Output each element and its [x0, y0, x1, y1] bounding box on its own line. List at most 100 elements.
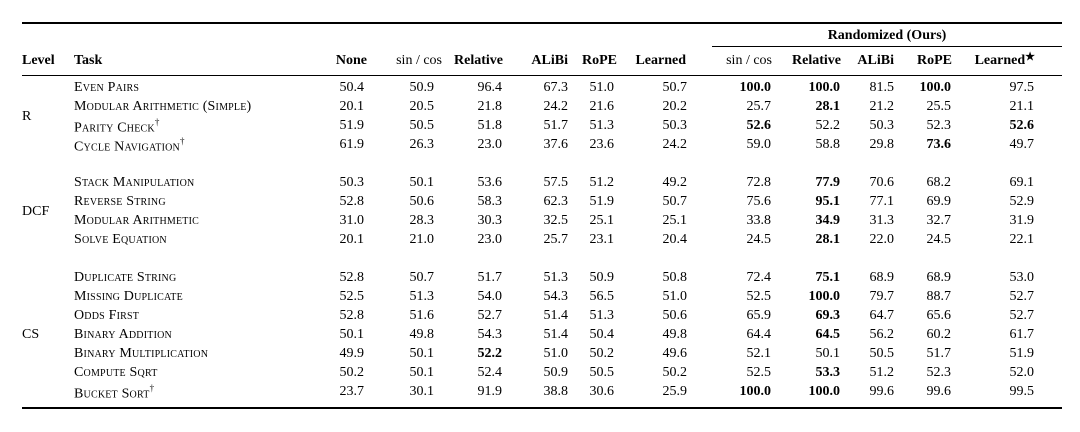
- table-cell: 52.3: [926, 118, 952, 133]
- table-cell: 52.2: [815, 118, 841, 133]
- table-cell: 29.8: [869, 137, 895, 152]
- task-name: Even Pairs: [74, 80, 140, 95]
- task-name: Reverse String: [74, 194, 166, 209]
- table-cell: 22.0: [869, 232, 895, 247]
- group-rule: [712, 46, 1062, 47]
- table-cell: 25.1: [662, 213, 688, 228]
- table-cell: 24.2: [543, 99, 569, 114]
- table-cell: 52.6: [746, 118, 772, 133]
- table-cell: 51.7: [477, 270, 503, 285]
- table-cell: 50.7: [409, 270, 435, 285]
- table-cell: 81.5: [869, 80, 895, 95]
- table-cell: 52.0: [1009, 365, 1035, 380]
- table-cell: 57.5: [543, 175, 569, 190]
- table-cell: 97.5: [1009, 80, 1035, 95]
- table-cell: 50.7: [662, 80, 688, 95]
- table-cell: 49.9: [339, 346, 365, 361]
- table-cell: 21.1: [1009, 99, 1035, 114]
- table-cell: 51.0: [662, 289, 688, 304]
- task-name: Compute Sqrt: [74, 365, 158, 380]
- table-cell: 52.8: [339, 308, 365, 323]
- table-cell: 50.5: [409, 118, 435, 133]
- table-cell: 50.1: [339, 327, 365, 342]
- table-cell: 69.1: [1009, 175, 1035, 190]
- table-cell: 99.5: [1009, 384, 1035, 399]
- level-label: DCF: [22, 204, 50, 219]
- table-cell: 30.6: [589, 384, 615, 399]
- task-name: Duplicate String: [74, 270, 177, 285]
- table-cell: 69.9: [926, 194, 952, 209]
- table-cell: 50.2: [589, 346, 615, 361]
- table-cell: 23.0: [477, 232, 503, 247]
- table-cell: 53.0: [1009, 270, 1035, 285]
- table-cell: 51.2: [869, 365, 895, 380]
- table-cell: 50.3: [869, 118, 895, 133]
- column-header: Learned: [635, 53, 686, 68]
- table-cell: 50.9: [589, 270, 615, 285]
- table-cell: 25.9: [662, 384, 688, 399]
- table-cell: 50.5: [869, 346, 895, 361]
- table-cell: 50.4: [339, 80, 365, 95]
- table-cell: 25.5: [926, 99, 952, 114]
- table-cell: 51.0: [543, 346, 569, 361]
- table-cell: 51.4: [543, 308, 569, 323]
- table-cell: 31.9: [1009, 213, 1035, 228]
- table-cell: 50.7: [662, 194, 688, 209]
- table-cell: 32.7: [926, 213, 952, 228]
- table-cell: 52.5: [746, 289, 772, 304]
- column-header: Level: [22, 53, 55, 68]
- table-cell: 51.2: [589, 175, 615, 190]
- table-cell: 50.1: [409, 175, 435, 190]
- table-cell: 64.5: [815, 327, 841, 342]
- table-cell: 33.8: [746, 213, 772, 228]
- column-header: Task: [74, 53, 103, 68]
- table-cell: 32.5: [543, 213, 569, 228]
- table-cell: 54.0: [477, 289, 503, 304]
- table-cell: 52.7: [477, 308, 503, 323]
- table-cell: 20.1: [339, 232, 365, 247]
- task-name: Bucket Sort†: [74, 383, 155, 402]
- table-cell: 38.8: [543, 384, 569, 399]
- table-cell: 25.7: [543, 232, 569, 247]
- randomized-group-header: Randomized (Ours): [827, 28, 947, 43]
- level-label: R: [22, 109, 32, 124]
- task-name: Odds First: [74, 308, 140, 323]
- table-cell: 49.8: [662, 327, 688, 342]
- table-cell: 51.3: [589, 308, 615, 323]
- dagger-mark: †: [149, 383, 155, 393]
- table-cell: 60.2: [926, 327, 952, 342]
- table-cell: 24.5: [926, 232, 952, 247]
- table-cell: 25.1: [589, 213, 615, 228]
- column-header: Relative: [792, 53, 841, 68]
- table-cell: 68.2: [926, 175, 952, 190]
- table-cell: 51.3: [409, 289, 435, 304]
- table-cell: 61.7: [1009, 327, 1035, 342]
- table-cell: 75.1: [815, 270, 841, 285]
- table-cell: 100.0: [808, 384, 841, 399]
- task-name: Missing Duplicate: [74, 289, 183, 304]
- top-rule: [22, 22, 1062, 24]
- table-cell: 51.9: [339, 118, 365, 133]
- column-header: None: [335, 53, 367, 68]
- table-cell: 59.0: [746, 137, 772, 152]
- table-cell: 52.3: [926, 365, 952, 380]
- table-cell: 52.8: [339, 270, 365, 285]
- table-cell: 50.1: [815, 346, 841, 361]
- table-cell: 50.2: [339, 365, 365, 380]
- table-cell: 100.0: [739, 80, 772, 95]
- table-cell: 31.0: [339, 213, 365, 228]
- table-cell: 28.1: [815, 99, 841, 114]
- table-cell: 72.4: [746, 270, 772, 285]
- table-cell: 54.3: [543, 289, 569, 304]
- task-name: Parity Check†: [74, 117, 160, 136]
- table-cell: 21.0: [409, 232, 435, 247]
- task-name: Cycle Navigation†: [74, 136, 185, 155]
- task-name: Stack Manipulation: [74, 175, 195, 190]
- column-header: RoPE: [582, 53, 617, 68]
- dagger-mark: †: [154, 117, 160, 127]
- table-cell: 88.7: [926, 289, 952, 304]
- table-cell: 99.6: [926, 384, 952, 399]
- level-label: CS: [22, 327, 40, 342]
- table-cell: 58.8: [815, 137, 841, 152]
- table-cell: 77.1: [869, 194, 895, 209]
